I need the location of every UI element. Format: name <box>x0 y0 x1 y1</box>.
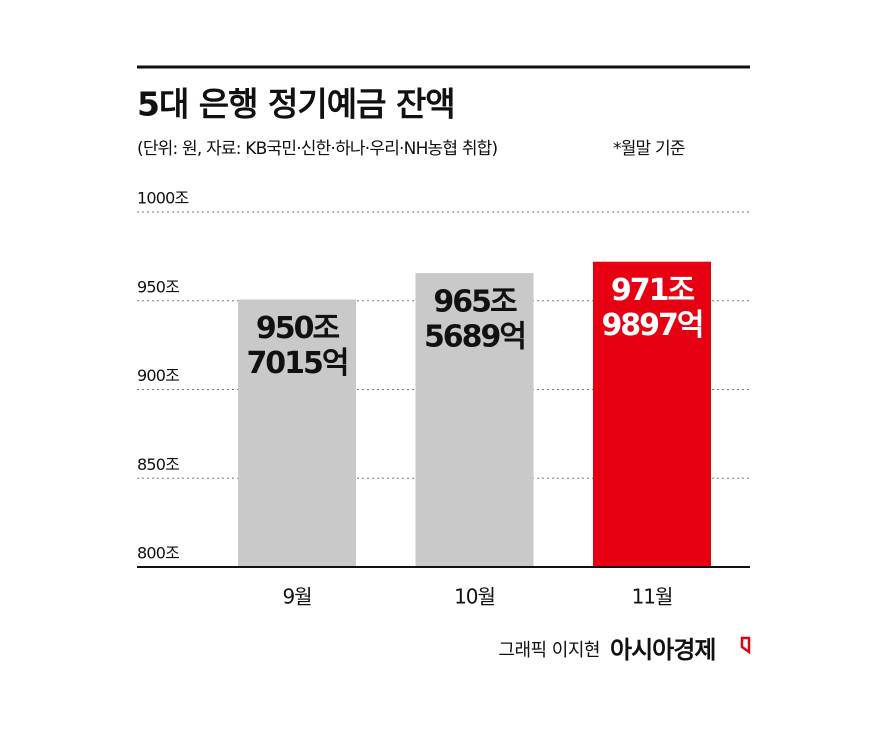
y-tick-label: 950조 <box>137 277 179 296</box>
chart-title: 5대 은행 정기예금 잔액 <box>137 85 455 124</box>
chart-note: *월말 기준 <box>613 139 685 159</box>
y-tick-label: 800조 <box>137 544 179 563</box>
value-label: 965조 <box>433 285 517 320</box>
x-tick-label: 11월 <box>632 585 673 609</box>
chart-subtitle: (단위: 원, 자료: KB국민·신한·하나·우리·NH농협 취합) <box>137 139 498 159</box>
value-label: 5689억 <box>424 320 525 355</box>
y-tick-label: 900조 <box>137 366 179 385</box>
publisher: 아시아경제 <box>610 636 715 664</box>
value-label: 7015억 <box>246 346 347 381</box>
y-tick-label: 1000조 <box>137 189 189 208</box>
x-tick-label: 10월 <box>454 585 495 609</box>
bar <box>238 299 356 567</box>
y-tick-label: 850조 <box>137 455 179 474</box>
bar <box>593 261 711 567</box>
credit: 그래픽 이지현 <box>498 640 600 661</box>
publisher-logo <box>740 636 751 655</box>
bar <box>415 273 534 567</box>
value-label: 950조 <box>256 311 340 346</box>
value-label: 971조 <box>611 273 695 308</box>
value-label: 9897억 <box>601 308 702 343</box>
x-tick-label: 9월 <box>282 585 311 609</box>
